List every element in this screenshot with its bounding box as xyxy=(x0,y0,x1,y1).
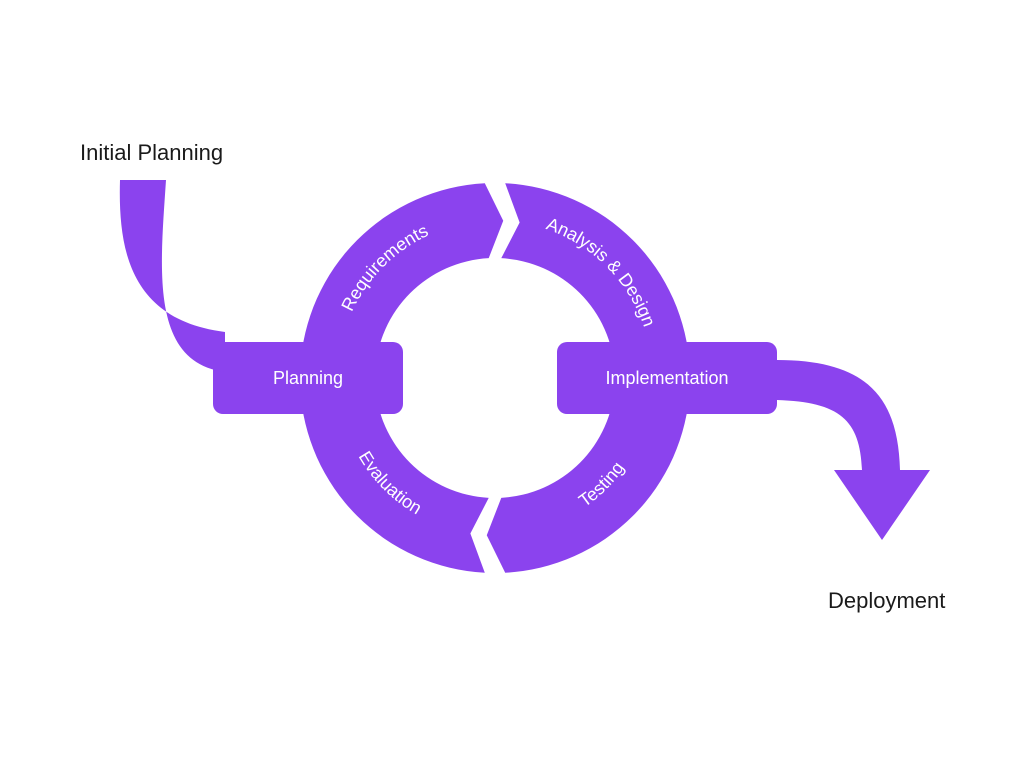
box-label-planning: Planning xyxy=(273,368,343,388)
exit-label: Deployment xyxy=(828,588,945,613)
box-label-implementation: Implementation xyxy=(605,368,728,388)
entry-label: Initial Planning xyxy=(80,140,223,165)
entry-arrow xyxy=(120,180,225,372)
exit-arrow xyxy=(777,360,930,540)
